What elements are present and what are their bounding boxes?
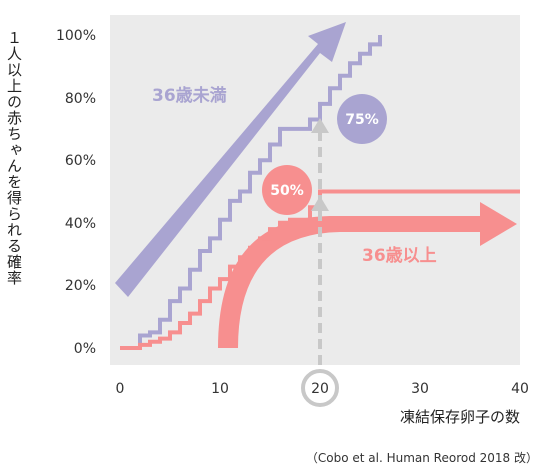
- y-tick-label: 60%: [65, 153, 96, 169]
- series-line-under36: [120, 35, 382, 350]
- x-tick-label: 20: [311, 381, 329, 397]
- under36-label: 36歳未満: [152, 85, 227, 106]
- y-tick-label: 100%: [56, 28, 96, 44]
- y-axis-ticks: 100% 80% 60% 40% 20% 0%: [56, 28, 96, 357]
- x-tick-label: 10: [211, 381, 229, 397]
- x-tick-label: 40: [511, 381, 529, 397]
- x-axis-title: 凍結保存卵子の数: [400, 408, 520, 426]
- y-tick-label: 40%: [65, 216, 96, 232]
- x-tick-label: 0: [116, 381, 125, 397]
- over36-trend-arrow: [218, 202, 517, 348]
- under36-trend-arrow: [115, 22, 346, 297]
- series-layer: [120, 35, 520, 350]
- y-axis-title: １人以上の赤ちゃんを得られる確率: [5, 30, 23, 286]
- y-tick-label: 80%: [65, 91, 96, 107]
- marker-highlight-circle: [301, 369, 339, 407]
- x-tick-label: 30: [411, 381, 429, 397]
- over36-label: 36歳以上: [362, 245, 437, 266]
- badge-50: [262, 165, 312, 215]
- x-axis-ticks: 0 10 20 30 40: [116, 381, 529, 397]
- badge-75-text: 75%: [345, 112, 379, 128]
- marker-arrowhead-50: [311, 196, 329, 211]
- y-tick-label: 0%: [74, 341, 96, 357]
- source-note: （Cobo et al. Human Reorod 2018 改）: [306, 451, 538, 465]
- badge-50-text: 50%: [270, 183, 304, 199]
- badge-75: [337, 94, 387, 144]
- series-line-over36: [120, 189, 520, 350]
- marker-arrowhead-75: [311, 118, 329, 133]
- y-tick-label: 20%: [65, 278, 96, 294]
